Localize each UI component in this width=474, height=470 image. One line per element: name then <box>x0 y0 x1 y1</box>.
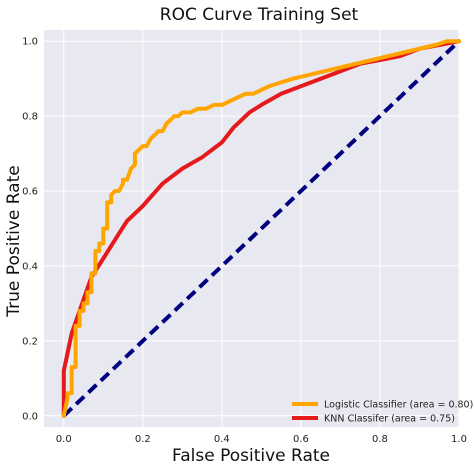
y-tick-label: 0.2 <box>22 336 38 347</box>
chart-title: ROC Curve Training Set <box>160 5 359 25</box>
x-tick-label: 0.4 <box>214 434 230 445</box>
y-axis-ticks: 0.0 0.2 0.4 0.6 0.8 1.0 <box>22 37 38 423</box>
x-tick-label: 0.8 <box>372 434 388 445</box>
x-tick-label: 0.2 <box>135 434 151 445</box>
grid-lines <box>44 30 460 427</box>
x-tick-label: 1.0 <box>451 434 467 445</box>
y-tick-label: 0.6 <box>22 187 38 198</box>
y-tick-label: 0.0 <box>22 411 38 422</box>
chance-diagonal-line <box>62 39 461 418</box>
y-axis-label: True Positive Rate <box>4 165 24 317</box>
y-tick-label: 1.0 <box>22 37 38 48</box>
y-tick-label: 0.8 <box>22 112 38 123</box>
legend-label: Logistic Classifier (area = 0.80) <box>324 400 473 411</box>
y-tick-label: 0.4 <box>22 261 38 272</box>
plot-area <box>44 30 459 427</box>
series-line-logistic <box>61 39 461 418</box>
legend-label: KNN Classifer (area = 0.75) <box>324 414 455 425</box>
x-axis-label: False Positive Rate <box>172 446 330 466</box>
x-tick-label: 0.0 <box>56 434 72 445</box>
x-axis-ticks: 0.0 0.2 0.4 0.6 0.8 1.0 <box>56 434 467 445</box>
x-tick-label: 0.6 <box>293 434 309 445</box>
legend: Logistic Classifier (area = 0.80) KNN Cla… <box>292 400 473 425</box>
series-lines <box>61 39 461 418</box>
